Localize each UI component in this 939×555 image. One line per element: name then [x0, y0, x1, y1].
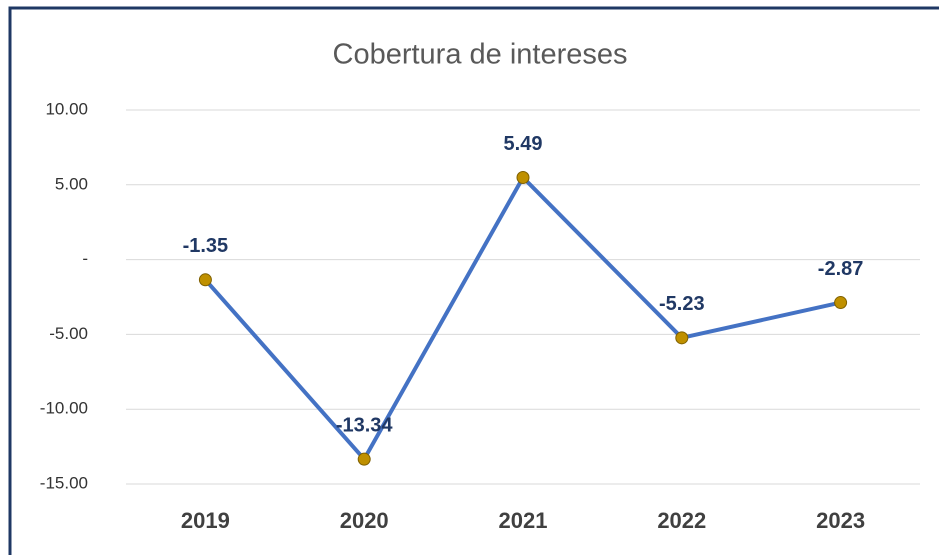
data-label: -2.87	[818, 258, 864, 280]
y-tick-label: -10.00	[40, 399, 88, 418]
marker	[357, 452, 371, 466]
x-tick-label: 2020	[340, 508, 389, 533]
marker	[675, 331, 689, 345]
marker	[834, 296, 848, 310]
x-tick-label: 2021	[499, 508, 548, 533]
y-tick-label: -	[82, 249, 88, 268]
y-tick-label: 5.00	[55, 174, 88, 193]
data-label: 5.49	[504, 133, 543, 155]
chart-title: Cobertura de intereses	[333, 39, 628, 71]
x-tick-label: 2022	[657, 508, 706, 533]
y-tick-label: -15.00	[40, 473, 88, 492]
x-tick-label: 2023	[816, 508, 865, 533]
y-tick-label: -5.00	[49, 324, 88, 343]
x-tick-label: 2019	[181, 508, 230, 533]
data-label: -5.23	[659, 293, 705, 315]
data-label: -1.35	[183, 235, 229, 257]
data-label: -13.34	[336, 414, 394, 436]
marker	[516, 170, 530, 184]
chart-frame	[8, 6, 939, 555]
y-tick-label: 10.00	[45, 99, 88, 118]
marker	[198, 273, 212, 287]
